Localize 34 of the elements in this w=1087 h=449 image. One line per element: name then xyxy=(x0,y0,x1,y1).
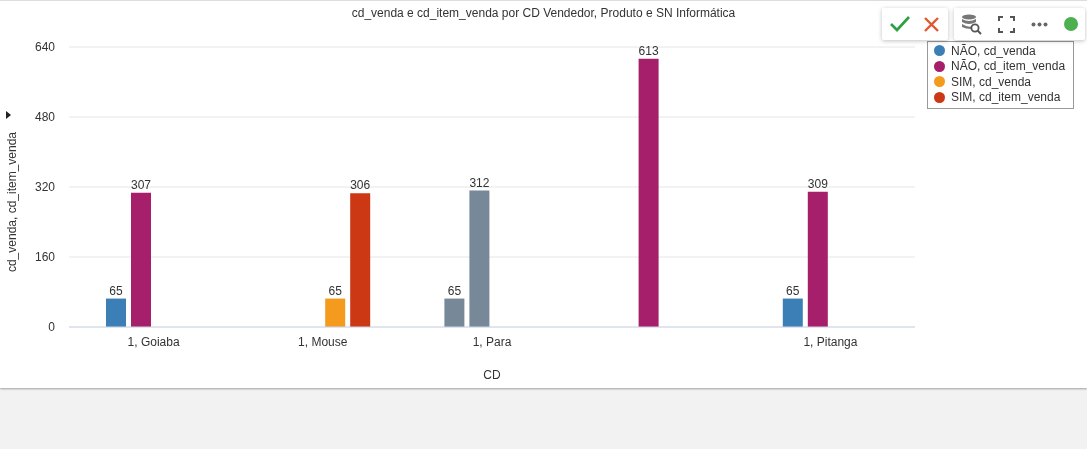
bar xyxy=(807,191,828,327)
chart-title: cd_venda e cd_item_venda por CD Vendedor, Produto e SN Informática xyxy=(351,6,736,20)
bar xyxy=(444,298,465,327)
data-label: 307 xyxy=(130,177,152,192)
bar xyxy=(638,58,659,327)
legend-label: SIM, cd_venda xyxy=(951,74,1032,89)
bar xyxy=(469,190,490,327)
y-tick-label: 640 xyxy=(34,40,56,55)
data-label: 309 xyxy=(807,176,829,191)
x-tick-label: 1, Goiaba xyxy=(127,334,180,349)
legend-label: SIM, cd_item_venda xyxy=(951,90,1061,105)
x-tick-label: 1, Para xyxy=(472,334,512,349)
data-label: 65 xyxy=(786,283,800,298)
bar xyxy=(131,192,151,327)
data-label: 312 xyxy=(469,175,490,190)
legend-label: NÃO, cd_item_venda xyxy=(951,59,1066,74)
y-tick-label: 0 xyxy=(48,320,56,335)
data-label: 306 xyxy=(350,178,371,193)
bar xyxy=(106,298,126,327)
data-label: 65 xyxy=(109,283,123,298)
x-tick-label: 1, Mouse xyxy=(298,334,348,349)
bar xyxy=(782,298,803,327)
data-label: 613 xyxy=(638,43,659,58)
data-label: 65 xyxy=(447,283,462,298)
y-tick-label: 160 xyxy=(34,250,56,265)
x-axis-title: CD xyxy=(483,368,501,382)
x-tick-label: 1, Pitanga xyxy=(803,334,858,349)
y-tick-label: 320 xyxy=(34,180,56,195)
legend-label: NÃO, cd_venda xyxy=(951,43,1036,58)
y-axis-title: cd_venda, cd_item_venda xyxy=(5,131,19,273)
y-tick-label: 480 xyxy=(34,110,56,125)
bar xyxy=(325,298,346,327)
bar xyxy=(350,193,371,327)
data-label: 65 xyxy=(328,283,343,298)
